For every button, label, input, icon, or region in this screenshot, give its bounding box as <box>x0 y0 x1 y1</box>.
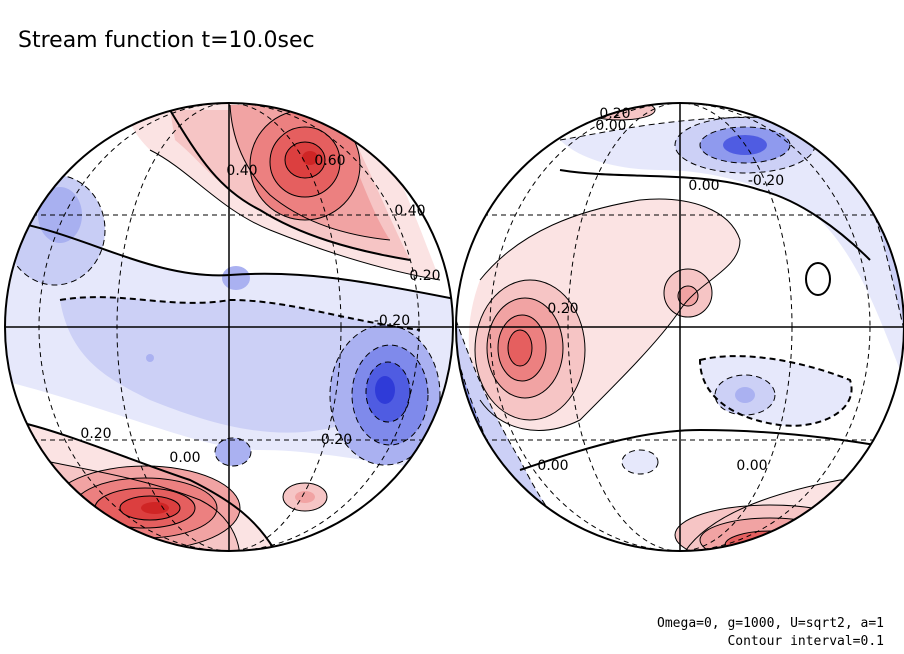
left-globe-outline <box>4 102 454 552</box>
contour-label: -0.20 <box>374 313 410 329</box>
contour-label: 0.20 <box>80 426 111 442</box>
contour-label: 0.20 <box>599 106 630 122</box>
right-hemisphere: 0.200.000.00 -0.200.200.00 0.00 <box>455 102 904 552</box>
contour-interval-note: Contour interval=0.1 <box>727 634 884 649</box>
contour-label: 0.00 <box>169 450 200 466</box>
contour-label: -0.20 <box>748 173 784 189</box>
chart-title: Stream function t=10.0sec <box>18 28 315 53</box>
right-dashed-contours <box>456 116 904 551</box>
right-fill <box>456 103 904 551</box>
contour-label: -0.20 <box>316 432 352 448</box>
contour-label: 0.40 <box>226 163 257 179</box>
contour-label: 0.00 <box>537 458 568 474</box>
contour-label: 0.20 <box>547 301 578 317</box>
contour-label: 0.20 <box>409 268 440 284</box>
right-globe-outline <box>455 102 904 552</box>
contour-label: 0.00 <box>688 178 719 194</box>
contour-label: 0.60 <box>314 153 345 169</box>
contour-label: 0.40 <box>394 203 425 219</box>
left-hemisphere: 0.40 0.60 0.40 0.20 -0.20 0.20 0.00 -0.20 <box>4 102 454 552</box>
contour-label: 0.00 <box>736 458 767 474</box>
contour-label: 0.00 <box>595 118 626 134</box>
parameter-note: Omega=0, g=1000, U=sqrt2, a=1 <box>657 616 884 631</box>
